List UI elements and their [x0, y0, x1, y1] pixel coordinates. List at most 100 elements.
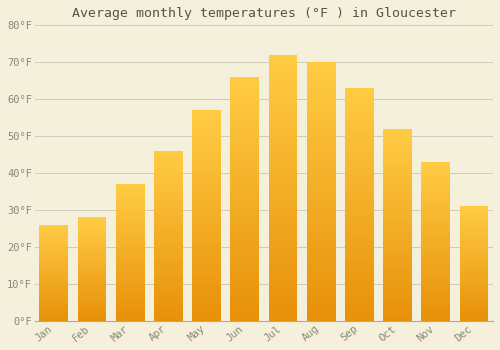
Bar — [78, 244, 106, 246]
Bar — [460, 255, 488, 256]
Bar — [422, 191, 450, 194]
Bar — [154, 276, 182, 278]
Bar — [460, 303, 488, 305]
Bar — [154, 212, 182, 215]
Bar — [192, 215, 221, 218]
Bar — [460, 312, 488, 313]
Bar — [116, 191, 144, 192]
Bar — [154, 274, 182, 276]
Bar — [268, 244, 298, 247]
Bar — [268, 211, 298, 214]
Bar — [307, 259, 336, 262]
Bar — [307, 65, 336, 69]
Bar — [230, 172, 259, 174]
Bar — [422, 211, 450, 214]
Bar — [422, 317, 450, 318]
Bar — [192, 307, 221, 310]
Bar — [422, 223, 450, 225]
Bar — [230, 299, 259, 302]
Bar — [422, 168, 450, 170]
Bar — [78, 310, 106, 312]
Bar — [460, 229, 488, 230]
Bar — [307, 159, 336, 162]
Bar — [40, 267, 68, 268]
Bar — [345, 190, 374, 193]
Bar — [268, 88, 298, 91]
Bar — [460, 273, 488, 275]
Bar — [116, 215, 144, 216]
Bar — [383, 296, 412, 299]
Bar — [192, 139, 221, 142]
Bar — [268, 301, 298, 304]
Bar — [192, 131, 221, 134]
Bar — [230, 263, 259, 266]
Bar — [383, 309, 412, 311]
Bar — [230, 147, 259, 150]
Bar — [116, 223, 144, 225]
Bar — [40, 304, 68, 305]
Bar — [154, 183, 182, 185]
Bar — [307, 227, 336, 230]
Bar — [383, 145, 412, 148]
Bar — [422, 299, 450, 301]
Bar — [154, 282, 182, 285]
Bar — [230, 120, 259, 122]
Bar — [383, 153, 412, 155]
Bar — [383, 141, 412, 143]
Bar — [154, 219, 182, 221]
Bar — [78, 266, 106, 268]
Bar — [40, 301, 68, 302]
Bar — [268, 94, 298, 98]
Bar — [192, 223, 221, 226]
Title: Average monthly temperatures (°F ) in Gloucester: Average monthly temperatures (°F ) in Gl… — [72, 7, 456, 20]
Bar — [307, 153, 336, 156]
Bar — [116, 222, 144, 223]
Bar — [307, 308, 336, 311]
Bar — [230, 223, 259, 226]
Bar — [192, 158, 221, 160]
Bar — [192, 123, 221, 126]
Bar — [268, 148, 298, 151]
Bar — [345, 123, 374, 126]
Bar — [78, 309, 106, 310]
Bar — [40, 234, 68, 236]
Bar — [307, 75, 336, 78]
Bar — [230, 156, 259, 159]
Bar — [192, 202, 221, 205]
Bar — [422, 217, 450, 219]
Bar — [422, 303, 450, 305]
Bar — [268, 121, 298, 125]
Bar — [383, 181, 412, 184]
Bar — [268, 138, 298, 141]
Bar — [230, 196, 259, 199]
Bar — [345, 292, 374, 294]
Bar — [230, 317, 259, 321]
Bar — [422, 283, 450, 285]
Bar — [78, 319, 106, 321]
Bar — [230, 278, 259, 281]
Bar — [192, 241, 221, 244]
Bar — [230, 89, 259, 92]
Bar — [116, 273, 144, 274]
Bar — [307, 72, 336, 75]
Bar — [40, 262, 68, 263]
Bar — [116, 254, 144, 256]
Bar — [154, 166, 182, 168]
Bar — [192, 168, 221, 171]
Bar — [268, 284, 298, 287]
Bar — [40, 280, 68, 281]
Bar — [116, 278, 144, 280]
Bar — [78, 283, 106, 285]
Bar — [154, 242, 182, 244]
Bar — [230, 220, 259, 223]
Bar — [116, 206, 144, 208]
Bar — [460, 269, 488, 271]
Bar — [230, 104, 259, 107]
Bar — [422, 289, 450, 291]
Bar — [230, 241, 259, 244]
Bar — [40, 245, 68, 246]
Bar — [116, 184, 144, 186]
Bar — [230, 101, 259, 104]
Bar — [192, 231, 221, 234]
Bar — [230, 162, 259, 165]
